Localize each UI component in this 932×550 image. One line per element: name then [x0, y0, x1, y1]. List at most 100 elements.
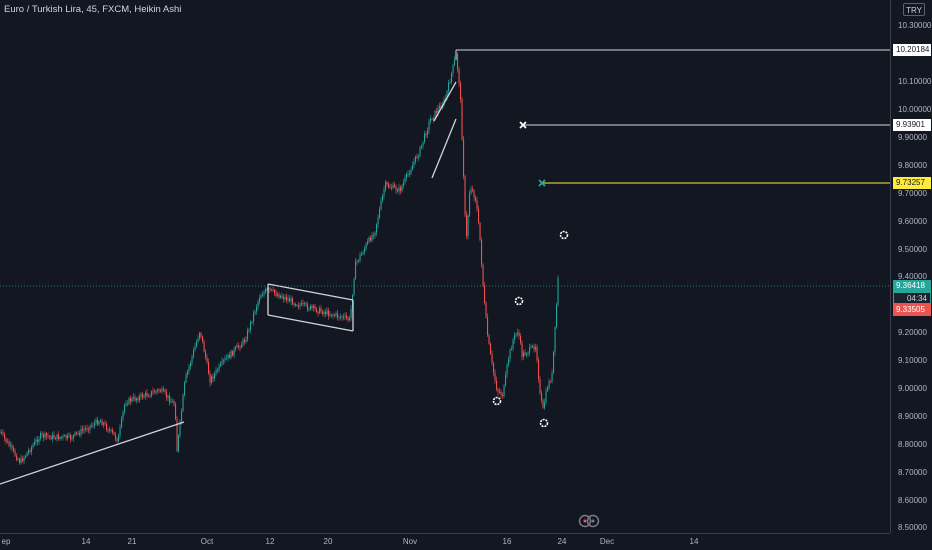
candle-body — [242, 339, 244, 345]
time-label: 24 — [557, 537, 567, 546]
candle-body — [193, 350, 195, 357]
candle-body — [418, 155, 420, 158]
candle-body — [334, 315, 336, 316]
candle-body — [542, 400, 544, 408]
candle-body — [370, 237, 372, 241]
candle-body — [358, 260, 360, 262]
target-circle-icon[interactable] — [559, 230, 569, 240]
candle-body — [505, 374, 507, 386]
candle-body — [148, 395, 150, 397]
candle-body — [181, 410, 183, 422]
candle-body — [521, 342, 523, 357]
candle-body — [508, 358, 510, 365]
target-circle-icon[interactable] — [492, 396, 502, 406]
candle-body — [428, 121, 430, 130]
candle-body — [58, 434, 60, 440]
candle-body — [332, 315, 334, 316]
candle-body — [253, 313, 255, 322]
close-icon[interactable] — [519, 121, 527, 129]
candle-body — [427, 129, 429, 135]
candle-body — [494, 372, 496, 381]
candle-body — [238, 345, 240, 347]
candle-body — [77, 432, 79, 434]
candle-body — [406, 174, 408, 178]
candle-body — [241, 344, 243, 348]
candle-body — [227, 354, 229, 358]
candle-body — [154, 391, 156, 393]
candle-body — [365, 244, 367, 249]
candle-body — [157, 389, 159, 392]
candle-body — [503, 385, 505, 397]
candle-body — [400, 187, 402, 191]
candle-body — [43, 434, 45, 438]
candle-body — [1, 431, 3, 433]
candle-body — [127, 403, 129, 405]
candle-body — [233, 349, 235, 356]
price-tick: 9.80000 — [898, 161, 927, 170]
wedge-lower-line[interactable] — [431, 118, 457, 179]
candle-body — [356, 261, 358, 263]
wedge-upper-line[interactable] — [433, 81, 457, 122]
candle-body — [478, 209, 480, 223]
candle-body — [383, 189, 385, 196]
candle-body — [425, 133, 427, 135]
candle-body — [520, 336, 522, 343]
candle-body — [145, 392, 147, 397]
trend-line[interactable] — [0, 421, 185, 485]
candle-body — [317, 312, 319, 314]
price-axis[interactable] — [890, 0, 932, 533]
candle-body — [62, 435, 64, 438]
time-label: 20 — [323, 537, 333, 546]
channel-bottom-line[interactable] — [267, 314, 354, 332]
candle-body — [190, 362, 192, 367]
candle-body — [448, 82, 450, 92]
candle-body — [185, 374, 187, 383]
price-chart[interactable] — [0, 0, 890, 533]
candle-body — [458, 69, 460, 84]
time-axis[interactable] — [0, 533, 890, 550]
candle-body — [277, 294, 279, 296]
candle-body — [538, 360, 540, 379]
time-label: 14 — [689, 537, 699, 546]
candle-body — [271, 289, 273, 291]
price-tick: 8.60000 — [898, 496, 927, 505]
candle-body — [421, 145, 423, 148]
price-tick: 8.90000 — [898, 412, 927, 421]
candle-body — [80, 429, 82, 435]
candle-body — [269, 288, 271, 290]
candle-body — [46, 433, 48, 437]
candle-body — [205, 351, 207, 358]
price-tick: 9.60000 — [898, 217, 927, 226]
candle-body — [179, 421, 181, 436]
candle-body — [128, 398, 130, 404]
candle-body — [335, 313, 337, 316]
candle-body — [487, 317, 489, 336]
candle-body — [293, 303, 295, 305]
candle-body — [403, 182, 405, 186]
currency-badge[interactable]: TRY — [903, 3, 925, 16]
close-icon[interactable] — [538, 179, 546, 187]
candle-body — [296, 305, 298, 307]
candle-body — [122, 411, 124, 419]
drawings[interactable] — [0, 49, 890, 485]
candle-body — [88, 429, 90, 431]
candle-body — [472, 189, 474, 191]
target-circle-icon[interactable] — [539, 418, 549, 428]
candle-body — [313, 305, 315, 308]
target-circle-icon[interactable] — [514, 296, 524, 306]
candle-body — [220, 363, 222, 366]
candle-body — [481, 239, 483, 265]
candle-body — [475, 197, 477, 201]
channel-top-line[interactable] — [267, 283, 354, 301]
chart-area[interactable]: Euro / Turkish Lira, 45, FXCM, Heikin As… — [0, 0, 890, 533]
candle-body — [107, 429, 109, 431]
candle-body — [415, 156, 417, 162]
candle-body — [214, 373, 216, 379]
candle-body — [533, 346, 535, 350]
candle-body — [466, 214, 468, 237]
candle-body — [320, 308, 322, 312]
candle-body — [28, 450, 30, 453]
candle-body — [529, 347, 531, 353]
candle-body — [257, 301, 259, 307]
candle-body — [68, 434, 70, 436]
